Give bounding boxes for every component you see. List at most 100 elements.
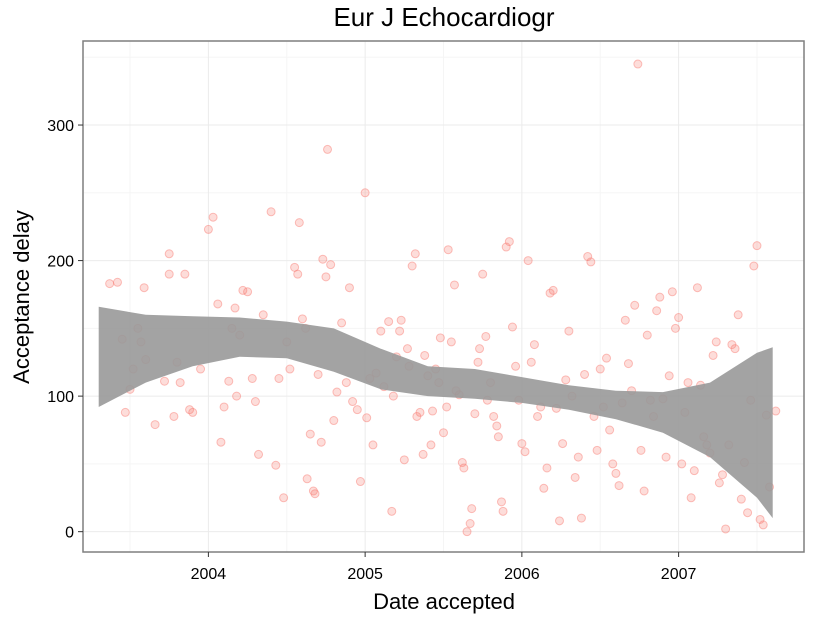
data-point xyxy=(533,411,543,421)
data-point xyxy=(674,313,684,323)
data-point xyxy=(475,344,485,354)
scatter-points xyxy=(105,59,781,537)
data-point xyxy=(180,269,190,279)
data-point xyxy=(733,310,743,320)
data-point xyxy=(150,420,160,430)
data-point xyxy=(661,452,671,462)
data-point xyxy=(498,506,508,516)
grid-lines xyxy=(83,41,804,552)
data-point xyxy=(323,144,333,154)
data-point xyxy=(305,429,315,439)
data-point xyxy=(203,224,213,234)
data-point xyxy=(548,285,558,295)
data-point xyxy=(294,218,304,228)
data-point xyxy=(633,59,643,69)
data-point xyxy=(652,306,662,316)
data-point xyxy=(692,283,702,293)
data-point xyxy=(188,407,198,417)
data-point xyxy=(238,285,248,295)
data-point xyxy=(435,333,445,343)
data-point xyxy=(564,326,574,336)
data-point xyxy=(321,272,331,282)
data-point xyxy=(683,378,693,388)
data-point xyxy=(602,353,612,363)
data-point xyxy=(439,428,448,438)
data-point xyxy=(250,397,260,407)
data-point xyxy=(279,493,289,503)
data-point xyxy=(293,269,303,279)
data-point xyxy=(415,407,425,417)
data-point xyxy=(360,188,370,198)
data-point xyxy=(337,318,347,328)
data-point xyxy=(670,323,680,333)
data-point xyxy=(717,470,727,480)
data-point xyxy=(595,364,605,374)
data-point xyxy=(120,407,130,417)
data-point xyxy=(721,524,731,534)
data-point xyxy=(426,440,436,450)
y-axis-title: Acceptance delay xyxy=(9,210,34,384)
data-point xyxy=(592,445,602,455)
data-point xyxy=(542,463,552,473)
data-point xyxy=(561,375,571,385)
data-point xyxy=(185,405,195,415)
data-point xyxy=(428,406,438,416)
data-point xyxy=(462,527,472,537)
data-point xyxy=(749,261,759,271)
data-point xyxy=(254,449,264,459)
y-tick-label: 100 xyxy=(47,389,74,406)
data-point xyxy=(139,283,149,293)
data-point xyxy=(478,269,488,279)
data-point xyxy=(362,413,372,423)
data-point xyxy=(402,344,412,354)
data-point xyxy=(523,256,533,266)
data-point xyxy=(164,249,174,259)
data-point xyxy=(396,315,406,325)
data-point xyxy=(630,300,640,310)
data-point xyxy=(470,409,480,419)
data-point xyxy=(310,489,320,499)
x-axis: 2004 2005 2006 2007 xyxy=(191,552,697,583)
data-point xyxy=(308,486,318,496)
data-point xyxy=(493,432,503,442)
data-point xyxy=(216,437,226,447)
data-point xyxy=(667,287,677,297)
data-point xyxy=(105,279,115,289)
data-point xyxy=(443,245,453,255)
data-point xyxy=(332,387,342,397)
data-point xyxy=(664,371,674,381)
data-point xyxy=(164,269,174,279)
data-point xyxy=(313,369,323,379)
data-point xyxy=(112,277,122,287)
data-point xyxy=(520,447,530,457)
data-point xyxy=(473,357,483,367)
data-point xyxy=(467,504,477,514)
y-axis: 0 100 200 300 xyxy=(47,118,83,542)
data-point xyxy=(196,364,206,374)
data-point xyxy=(511,361,521,371)
data-point xyxy=(243,287,253,297)
data-point xyxy=(412,411,422,421)
data-point xyxy=(558,439,568,449)
data-point xyxy=(395,326,405,336)
data-point xyxy=(689,466,699,476)
data-point xyxy=(341,378,351,388)
data-point xyxy=(326,260,336,270)
data-point xyxy=(605,425,615,435)
x-tick-label: 2005 xyxy=(347,566,383,583)
data-point xyxy=(247,374,257,384)
data-point xyxy=(583,252,593,262)
data-point xyxy=(290,262,300,272)
data-point xyxy=(517,439,527,449)
data-point xyxy=(586,257,596,267)
data-point xyxy=(573,452,583,462)
data-point xyxy=(714,478,724,488)
data-point xyxy=(771,406,781,416)
data-point xyxy=(758,520,768,530)
data-point xyxy=(570,472,580,482)
data-point xyxy=(642,330,652,340)
data-point xyxy=(285,364,295,374)
data-point xyxy=(677,459,687,469)
data-point xyxy=(459,463,469,473)
